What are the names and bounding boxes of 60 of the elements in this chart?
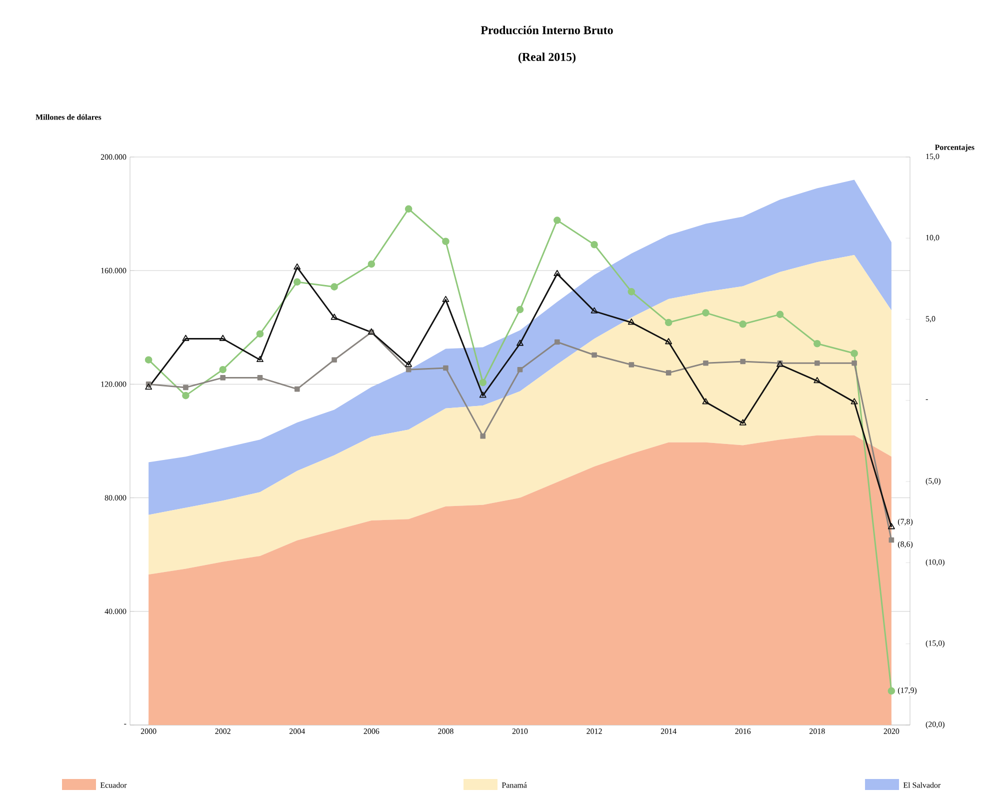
point xyxy=(590,307,598,314)
point xyxy=(628,318,635,325)
point xyxy=(702,309,710,316)
point xyxy=(852,360,857,366)
point xyxy=(702,398,710,404)
point xyxy=(739,419,746,426)
point xyxy=(256,330,264,338)
point xyxy=(219,334,226,341)
point xyxy=(516,306,524,314)
point xyxy=(442,296,450,302)
point xyxy=(480,433,486,439)
point xyxy=(183,384,188,390)
point xyxy=(330,314,338,320)
point xyxy=(145,383,152,390)
point xyxy=(592,352,597,358)
point xyxy=(294,386,300,392)
point xyxy=(479,392,486,398)
point xyxy=(888,687,896,695)
point xyxy=(294,263,301,270)
point xyxy=(665,338,672,344)
point xyxy=(628,288,636,296)
point xyxy=(703,360,708,366)
point xyxy=(814,360,820,366)
point xyxy=(516,340,524,346)
point xyxy=(554,339,560,345)
chart-subtitle: (Real 2015) xyxy=(518,52,576,64)
point xyxy=(332,357,337,363)
point xyxy=(144,356,152,364)
point xyxy=(220,375,226,380)
point xyxy=(666,370,672,376)
point xyxy=(330,283,338,290)
point xyxy=(182,392,190,400)
point xyxy=(739,320,747,328)
point xyxy=(814,340,821,348)
point xyxy=(628,362,634,368)
point xyxy=(479,378,487,386)
point xyxy=(850,350,858,358)
point xyxy=(888,523,895,530)
point xyxy=(257,375,263,380)
point xyxy=(554,270,561,276)
point xyxy=(293,278,301,286)
point xyxy=(256,356,264,362)
point xyxy=(219,366,227,374)
point xyxy=(814,377,821,384)
point xyxy=(442,238,450,246)
point xyxy=(368,260,376,268)
point xyxy=(443,365,448,371)
point xyxy=(182,334,190,341)
point xyxy=(740,358,746,364)
point xyxy=(554,216,561,224)
point xyxy=(517,366,523,372)
point xyxy=(405,360,412,367)
point xyxy=(888,537,894,543)
chart-title: Producción Interno Bruto xyxy=(480,26,613,34)
point xyxy=(664,318,672,326)
point xyxy=(776,310,784,318)
point xyxy=(406,366,412,372)
point xyxy=(590,240,598,248)
point xyxy=(404,205,412,213)
point xyxy=(850,398,858,404)
